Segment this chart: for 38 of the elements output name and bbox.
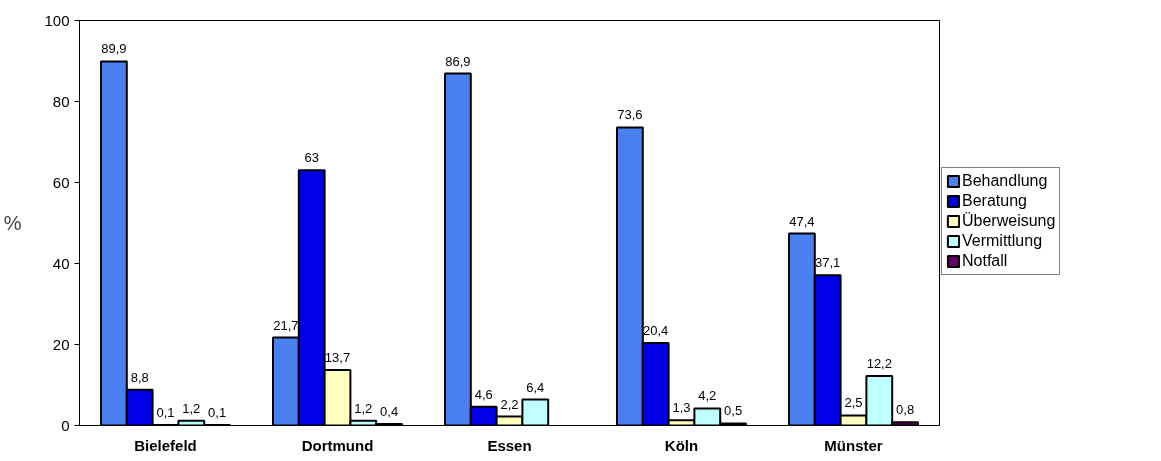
legend-label: Beratung — [962, 192, 1027, 210]
data-label: 1,2 — [182, 400, 201, 416]
data-label: 0,1 — [156, 405, 175, 421]
data-label: 0,1 — [208, 405, 227, 421]
data-label: 2,5 — [844, 395, 863, 411]
data-label: 0,5 — [724, 403, 743, 419]
data-label: 0,4 — [380, 403, 399, 419]
legend-label: Behandlung — [962, 172, 1048, 190]
y-tick-label: 0 — [61, 416, 70, 434]
y-tick-label: 80 — [52, 92, 70, 110]
legend-label: Überweisung — [962, 212, 1056, 230]
data-label: 86,9 — [445, 53, 471, 69]
data-label: 21,7 — [273, 317, 299, 333]
y-tick-label: 20 — [52, 335, 70, 353]
y-axis-title: % — [3, 212, 22, 234]
data-label: 0,8 — [896, 402, 915, 418]
data-label: 12,2 — [866, 356, 892, 372]
data-label: 8,8 — [130, 369, 149, 385]
data-label: 4,6 — [474, 386, 493, 402]
y-tick-label: 40 — [52, 254, 70, 272]
y-tick-label: 60 — [52, 173, 70, 191]
data-label: 89,9 — [101, 41, 127, 57]
data-label: 4,2 — [698, 388, 717, 404]
x-tick-label: Köln — [664, 436, 699, 454]
data-label: 63 — [304, 150, 319, 166]
legend-label: Vermittlung — [962, 232, 1043, 250]
data-label: 1,2 — [354, 400, 373, 416]
data-label: 1,3 — [672, 400, 691, 416]
data-label: 73,6 — [617, 107, 643, 123]
x-tick-label: Dortmund — [301, 436, 374, 454]
x-tick-label: Essen — [487, 436, 532, 454]
y-tick-label: 100 — [44, 11, 70, 29]
data-label: 47,4 — [789, 213, 815, 229]
x-tick-label: Bielefeld — [134, 436, 197, 454]
data-label: 2,2 — [500, 396, 519, 412]
legend-label: Notfall — [962, 252, 1008, 270]
x-tick-label: Münster — [824, 436, 883, 454]
data-label: 6,4 — [526, 379, 545, 395]
